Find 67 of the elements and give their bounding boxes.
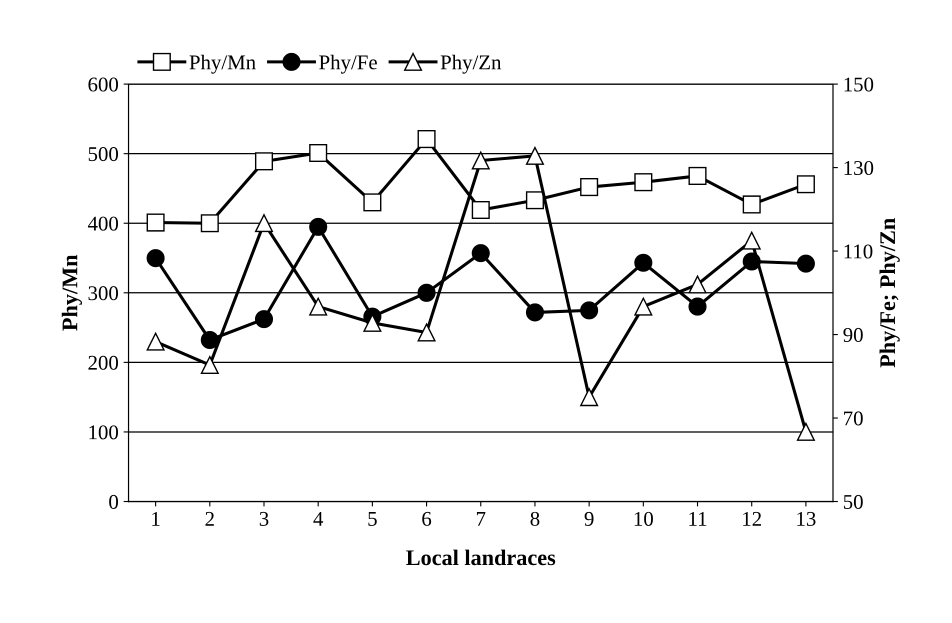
point [309, 298, 328, 316]
y2-tick-label: 130 [844, 160, 874, 176]
x-tick-label: 7 [476, 512, 486, 526]
point [526, 303, 544, 322]
point [309, 144, 328, 162]
point [688, 166, 707, 185]
point [742, 195, 761, 214]
point [472, 244, 490, 262]
x-tick-label: 3 [260, 512, 268, 526]
y2-tick-label: 70 [844, 411, 863, 426]
x-tick-label: 9 [584, 512, 594, 526]
point [580, 178, 598, 196]
x-tick-label: 2 [206, 512, 214, 526]
point [146, 249, 165, 268]
point [200, 330, 219, 350]
y2-tick-label: 50 [844, 494, 863, 509]
x-axis-title: Local landraces [406, 550, 556, 566]
y-tick-label: 600 [88, 77, 118, 92]
x-tick-label: 10 [634, 512, 653, 526]
point [796, 422, 815, 441]
y-tick-label: 400 [88, 216, 118, 231]
x-tick-label: 6 [422, 512, 432, 526]
x-tick-label: 13 [797, 512, 816, 526]
point [418, 323, 436, 342]
x-tick-label: 1 [152, 512, 160, 526]
x-tick-label: 11 [689, 512, 706, 526]
y2-tick-label: 150 [844, 77, 874, 92]
point [796, 254, 815, 273]
y-axis-title: Phy/Mn [62, 254, 82, 331]
point [254, 310, 274, 328]
y2-tick-label: 90 [843, 328, 863, 342]
y-tick-label: 100 [89, 425, 118, 440]
x-tick-label: 5 [368, 512, 377, 526]
point [526, 191, 544, 210]
legend-label: Phy/Fe [319, 54, 377, 74]
y-tick-label: 300 [88, 286, 118, 300]
point [146, 332, 165, 351]
y-tick-label: 500 [88, 147, 118, 162]
point [634, 298, 652, 316]
point [363, 193, 382, 212]
point [472, 151, 490, 170]
point [254, 214, 274, 232]
y2-axis-title: Phy/Fe; Phy/Zn [880, 218, 900, 368]
point [146, 214, 165, 232]
point [688, 298, 707, 316]
legend-label: Phy/Mn [190, 54, 256, 74]
point [309, 218, 328, 236]
point [200, 356, 219, 374]
point [580, 388, 598, 406]
y-tick-label: 0 [109, 494, 118, 509]
point [526, 146, 544, 165]
point [472, 200, 490, 220]
point [634, 254, 652, 272]
point [418, 284, 436, 302]
x-tick-label: 12 [743, 512, 761, 526]
point [634, 173, 652, 192]
y-tick-label: 200 [88, 356, 118, 370]
point [742, 232, 761, 250]
point [418, 130, 436, 148]
x-tick-label: 4 [313, 512, 324, 526]
point [580, 301, 598, 320]
point [254, 152, 274, 170]
point [796, 175, 815, 194]
point [200, 214, 219, 232]
x-tick-label: 8 [530, 512, 540, 526]
legend-label: Phy/Zn [440, 54, 502, 74]
y2-tick-label: 110 [844, 244, 872, 258]
